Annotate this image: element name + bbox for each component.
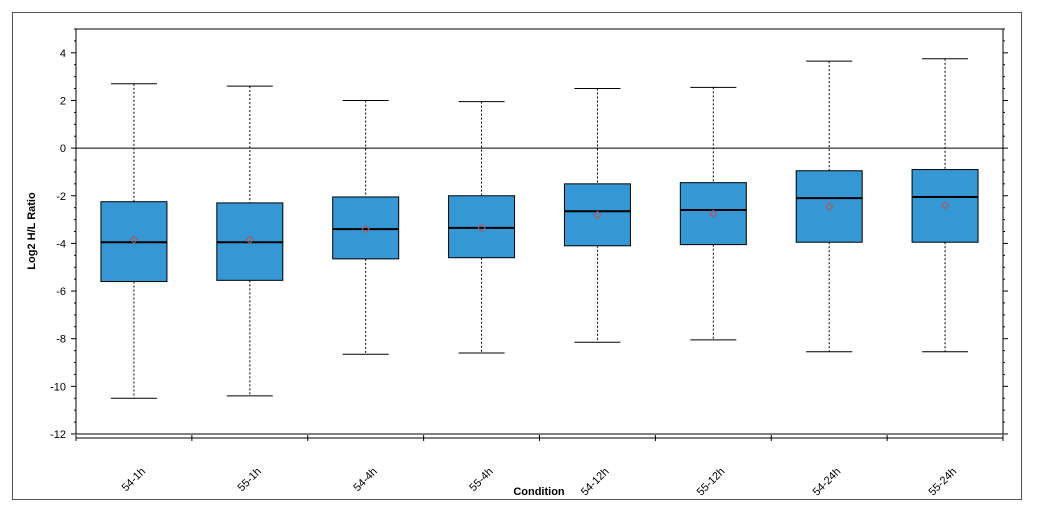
x-tick-label: 55-24h (926, 466, 959, 499)
box-55-4h (448, 101, 516, 354)
iqr-box (448, 195, 516, 259)
iqr-box (563, 183, 631, 247)
x-tick-label: 55-1h (236, 466, 264, 494)
y-tick-label: -2 (56, 191, 66, 203)
box-54-24h (795, 60, 863, 353)
iqr-box (795, 170, 863, 243)
mean-marker (245, 235, 255, 245)
mean-marker (709, 209, 718, 218)
y-tick-label: -10 (50, 381, 66, 393)
y-tick-label: -8 (56, 334, 66, 346)
boxes (100, 58, 979, 399)
mean-marker (940, 201, 950, 210)
x-tick-label: 54-4h (351, 466, 379, 494)
y-tick-label: 2 (60, 95, 66, 107)
box-55-1h (216, 85, 284, 397)
mean-marker (129, 235, 139, 245)
x-tick-label: 55-12h (695, 466, 728, 499)
y-tick-label: 0 (60, 143, 66, 155)
box-54-1h (100, 83, 168, 399)
iqr-box (332, 196, 400, 260)
box-54-4h (332, 99, 400, 355)
x-axis-title: Condition (513, 486, 565, 498)
y-tick-label: -4 (56, 238, 66, 250)
box-54-12h (563, 88, 631, 343)
mean-marker (477, 223, 486, 233)
box-plot: 4 2 0 -2 -4 -6 -8 -10 -12 54-1h 55-1h 54-4h 55-4h 54… (26, 28, 1008, 499)
mean-marker (361, 224, 370, 234)
x-tick-label: 54-12h (579, 466, 612, 499)
box-55-24h (911, 58, 979, 353)
y-axis: 4 2 0 -2 -4 -6 -8 -10 -12 (50, 28, 1008, 441)
chart-frame: 4 2 0 -2 -4 -6 -8 -10 -12 54-1h 55-1h 54-4h 55-4h 54… (12, 12, 1022, 500)
iqr-box (911, 169, 979, 243)
y-tick-label: -6 (56, 286, 66, 298)
x-tick-label: 55-4h (467, 466, 495, 494)
y-axis-title: Log2 H/L Ratio (26, 192, 38, 270)
mean-marker (593, 210, 602, 220)
x-tick-label: 54-24h (811, 466, 844, 499)
plot-area (75, 28, 1004, 435)
y-tick-label: -12 (50, 429, 66, 441)
mean-marker (824, 202, 834, 211)
x-tick-label: 54-1h (120, 466, 148, 494)
box-55-12h (679, 86, 747, 341)
iqr-box (679, 182, 747, 246)
y-tick-label: 4 (60, 48, 66, 60)
